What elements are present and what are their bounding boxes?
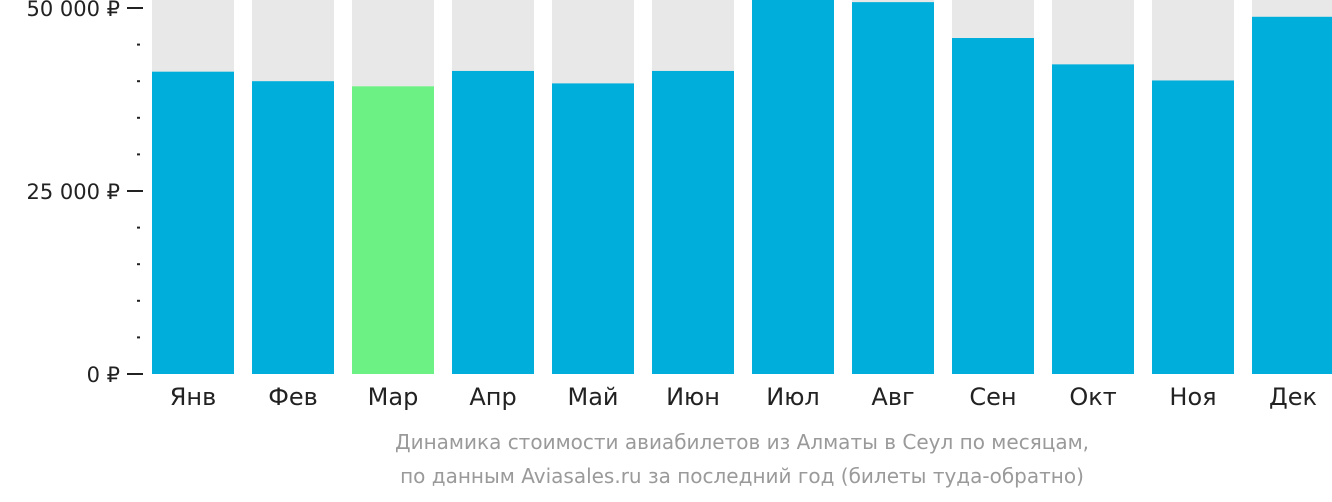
bar-1 bbox=[152, 71, 234, 375]
x-tick-label: Май bbox=[567, 383, 618, 411]
price-bar-chart: Янв Фев Мар Апр Май Июн Июл Авг Сен Окт Ноя Дек 0 ₽ 2… bbox=[26, 0, 1332, 411]
x-tick-label: Авг bbox=[871, 383, 914, 411]
bar-10 bbox=[1052, 64, 1134, 374]
x-tick-label: Сен bbox=[969, 383, 1016, 411]
bar-8 bbox=[852, 2, 934, 374]
bar-5 bbox=[552, 83, 634, 374]
bar-7 bbox=[752, 0, 834, 374]
x-tick-label: Июл bbox=[766, 383, 820, 411]
chart-caption-line-2: по данным Aviasales.ru за последний год … bbox=[400, 464, 1084, 488]
bar-12 bbox=[1252, 16, 1332, 375]
y-tick-label: 0 ₽ bbox=[87, 363, 120, 387]
x-tick-label: Июн bbox=[666, 383, 720, 411]
x-tick-label: Окт bbox=[1069, 383, 1116, 411]
x-tick-label: Янв bbox=[170, 383, 217, 411]
x-tick-label: Фев bbox=[268, 383, 318, 411]
bar-11 bbox=[1152, 80, 1234, 374]
x-tick-label: Мар bbox=[368, 383, 419, 411]
bar-6 bbox=[652, 70, 734, 375]
bar-2 bbox=[252, 81, 334, 374]
chart-caption-line-1: Динамика стоимости авиабилетов из Алматы… bbox=[394, 430, 1090, 454]
x-tick-label: Ноя bbox=[1169, 383, 1216, 411]
bar-9 bbox=[952, 38, 1034, 375]
x-tick-label: Дек bbox=[1269, 383, 1317, 411]
x-tick-label: Апр bbox=[469, 383, 516, 411]
bar-3 bbox=[352, 86, 434, 374]
bar-4 bbox=[452, 70, 534, 375]
y-tick-label: 50 000 ₽ bbox=[26, 0, 120, 21]
y-tick-label: 25 000 ₽ bbox=[26, 180, 120, 204]
